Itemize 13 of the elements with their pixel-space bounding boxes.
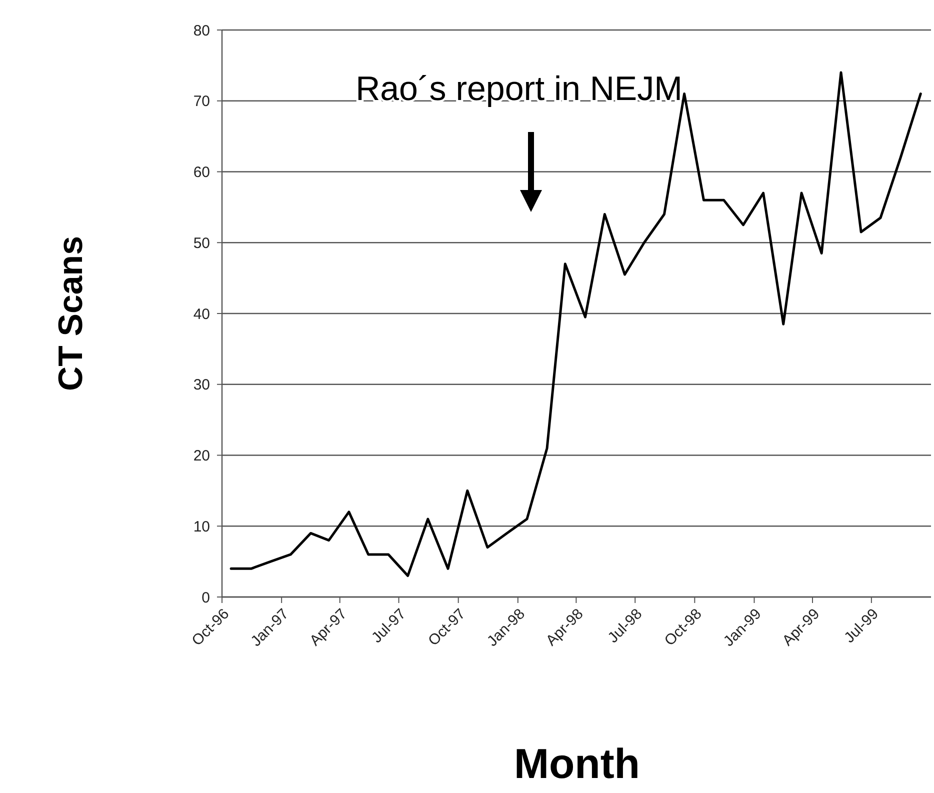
y-tick-label: 10 (193, 518, 210, 536)
y-tick-label: 60 (193, 164, 210, 181)
y-tick-label: 80 (193, 22, 210, 40)
annotation: Rao´s report in NEJM (356, 70, 682, 108)
y-tick-label: 50 (193, 234, 210, 252)
y-tick-label: 40 (193, 306, 210, 323)
y-axis-title: CT Scans (52, 236, 90, 391)
y-tick-label: 20 (193, 448, 210, 464)
y-tick-label: 70 (193, 93, 210, 110)
y-tick-label: 0 (202, 589, 210, 606)
y-tick-label: 30 (193, 376, 210, 394)
line-series (230, 71, 922, 577)
x-axis-title: Month (514, 740, 640, 787)
